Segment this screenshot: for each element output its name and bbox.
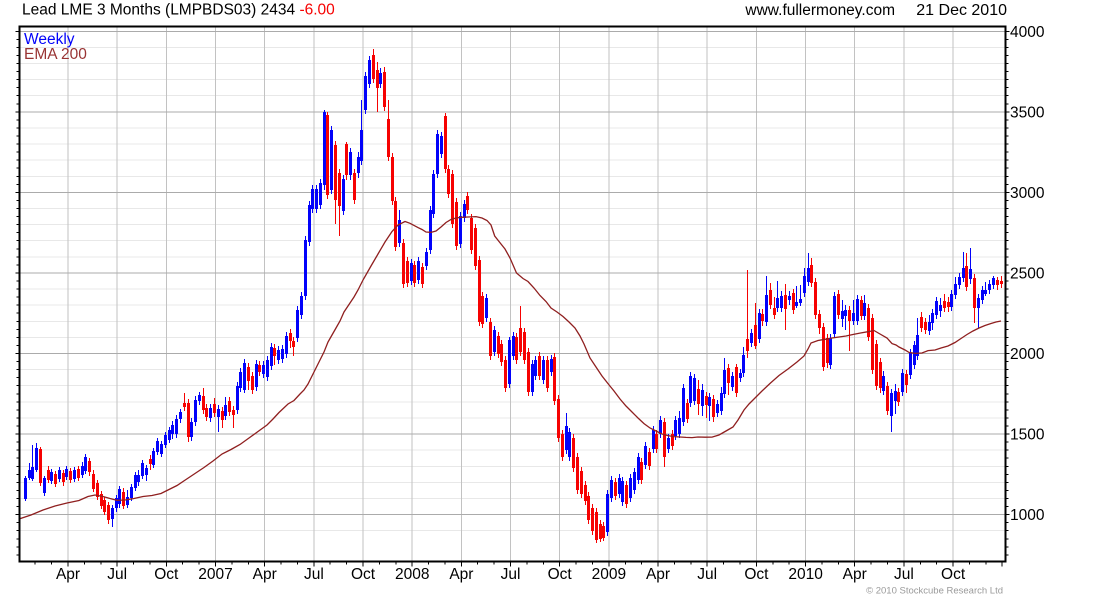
svg-text:Oct: Oct <box>548 566 573 583</box>
svg-text:3500: 3500 <box>1010 104 1045 121</box>
svg-text:© 2010 Stockcube Research Ltd: © 2010 Stockcube Research Ltd <box>866 586 1003 597</box>
svg-text:Jul: Jul <box>501 566 521 583</box>
svg-text:Jul: Jul <box>697 566 717 583</box>
svg-text:Apr: Apr <box>56 566 80 583</box>
svg-text:www.fullermoney.com: www.fullermoney.com <box>744 2 895 19</box>
svg-text:Jul: Jul <box>107 566 127 583</box>
svg-text:2010: 2010 <box>788 566 823 583</box>
svg-text:Oct: Oct <box>744 566 769 583</box>
svg-text:EMA 200: EMA 200 <box>24 46 87 63</box>
svg-text:Jul: Jul <box>304 566 324 583</box>
svg-text:2500: 2500 <box>1010 265 1045 282</box>
svg-text:2007: 2007 <box>198 566 232 583</box>
svg-text:Lead LME 3 Months (LMPBDS03) 2: Lead LME 3 Months (LMPBDS03) 2434 -6.00 <box>22 2 335 19</box>
svg-text:2000: 2000 <box>1010 346 1045 363</box>
svg-text:Oct: Oct <box>941 566 966 583</box>
svg-text:Apr: Apr <box>843 566 867 583</box>
svg-text:Apr: Apr <box>253 566 277 583</box>
svg-text:Weekly: Weekly <box>24 31 75 48</box>
svg-text:21 Dec 2010: 21 Dec 2010 <box>916 2 1007 19</box>
svg-text:Oct: Oct <box>351 566 376 583</box>
svg-text:3000: 3000 <box>1010 185 1045 202</box>
svg-text:2009: 2009 <box>592 566 626 583</box>
svg-text:2008: 2008 <box>395 566 429 583</box>
svg-text:Oct: Oct <box>154 566 179 583</box>
svg-text:4000: 4000 <box>1010 24 1045 41</box>
svg-text:Apr: Apr <box>646 566 670 583</box>
svg-text:1500: 1500 <box>1010 427 1045 444</box>
svg-text:Apr: Apr <box>449 566 473 583</box>
svg-text:Jul: Jul <box>894 566 914 583</box>
svg-text:1000: 1000 <box>1010 507 1045 524</box>
